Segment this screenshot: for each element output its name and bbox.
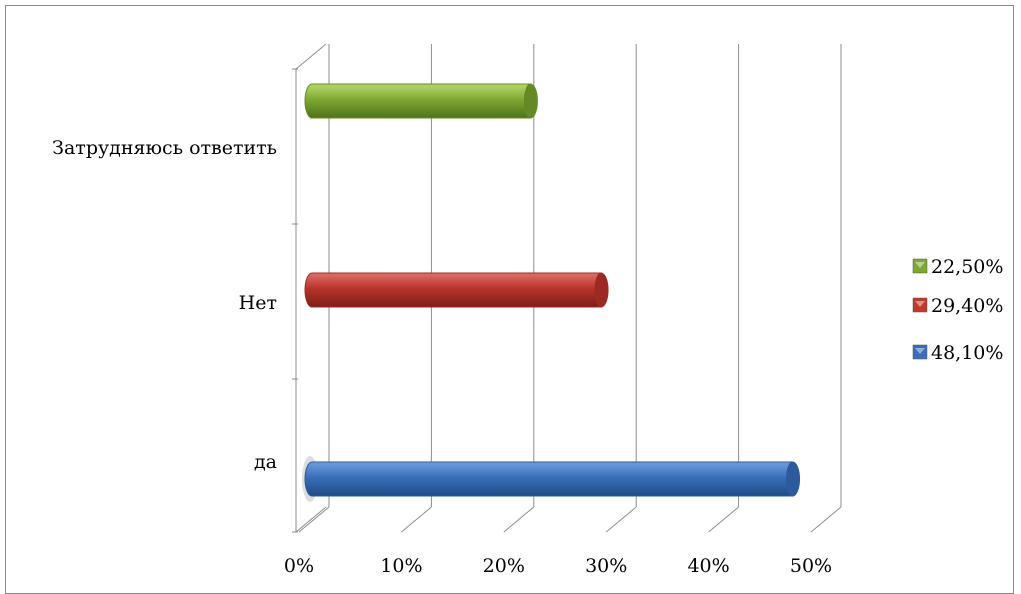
floor-gridline — [503, 506, 535, 533]
legend-label: 48,10% — [931, 342, 1003, 364]
bar-end-cap — [786, 461, 800, 497]
bar-end-cap — [594, 272, 608, 308]
x-tick-label: 40% — [687, 555, 729, 577]
legend-swatch-highlight — [915, 301, 925, 307]
x-tick-label: 10% — [380, 555, 422, 577]
category-label: Нет — [239, 292, 277, 314]
floor-gridline — [708, 506, 739, 533]
category-label: Затрудняюсь ответить — [52, 137, 277, 159]
floor-gridline — [605, 506, 637, 533]
legend-label: 29,40% — [931, 295, 1003, 317]
legend-swatch-highlight — [915, 348, 925, 354]
floor-gridline — [298, 506, 330, 533]
y-axis-top — [295, 43, 327, 70]
legend-swatch — [912, 297, 928, 313]
bar — [304, 272, 609, 308]
x-tick-label: 30% — [585, 555, 627, 577]
bars — [302, 83, 801, 502]
legend-swatch — [912, 344, 928, 360]
bar — [304, 461, 801, 497]
legend-swatch-highlight — [915, 262, 925, 268]
x-tick-label: 20% — [483, 555, 525, 577]
legend: 22,50% 29,40% 48,10% — [912, 256, 1003, 364]
x-tick-label: 0% — [284, 555, 314, 577]
floor-edge — [295, 506, 327, 533]
category-label: да — [254, 451, 277, 473]
legend-swatch — [912, 258, 928, 274]
bar — [304, 83, 538, 119]
floor-gridline — [810, 506, 842, 533]
bar-end-cap — [523, 83, 537, 119]
x-tick-label: 50% — [790, 555, 832, 577]
labels: 0% 10% 20% 30% 40% 50% да Нет Затрудняюсь ответи… — [52, 137, 832, 577]
grid-lines — [292, 43, 842, 533]
legend-label: 22,50% — [931, 256, 1003, 278]
floor-gridline — [401, 506, 432, 533]
